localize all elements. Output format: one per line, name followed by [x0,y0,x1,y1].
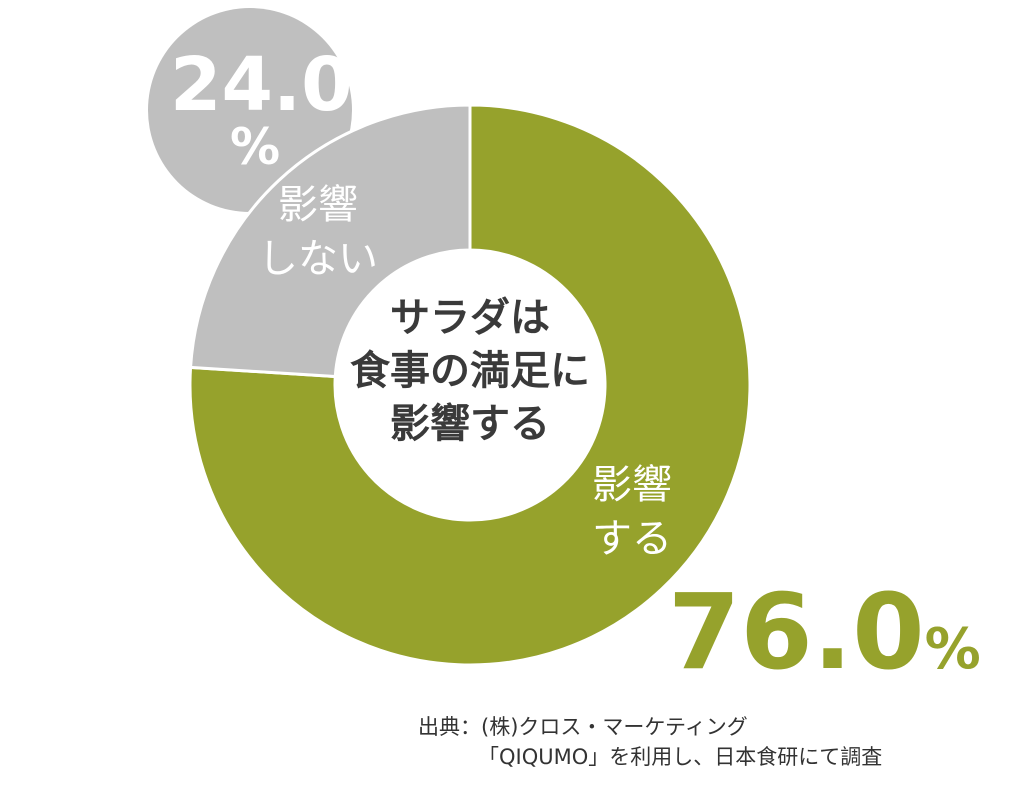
category-label: 影響 する [592,462,672,562]
center-title: サラダは 食事の満足に 影響する [350,295,590,447]
donut-hole [335,250,605,520]
source: 「QIQUMO」を利用し、日本食研にて調査 [478,745,883,769]
category-label: 影響 しない [258,182,378,282]
value-label: 24.0% [170,42,353,176]
value-label: 76.0% [668,571,981,693]
source: 出典：(株)クロス・マーケティング [418,715,748,739]
